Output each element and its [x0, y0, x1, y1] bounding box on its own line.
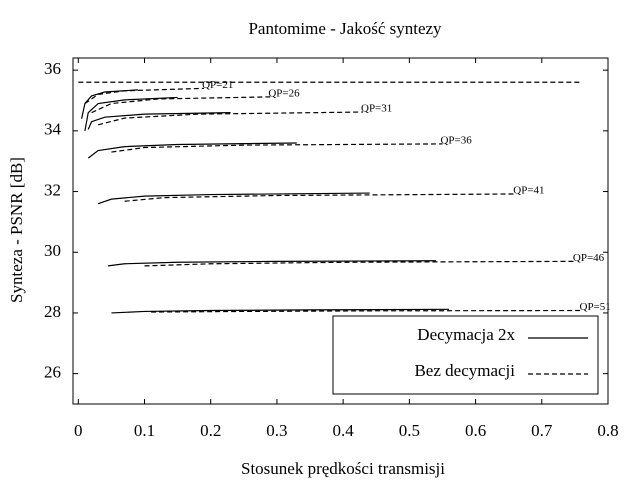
y-tick-label: 28: [44, 302, 61, 321]
x-axis-label: Stosunek prędkości transmisji: [241, 459, 445, 478]
y-tick-label: 32: [44, 180, 61, 199]
series-line: [124, 193, 516, 202]
y-tick-label: 36: [44, 59, 61, 78]
series-line: [111, 308, 450, 314]
x-tick-label: 0.4: [333, 421, 355, 440]
curve-label: QP=36: [440, 134, 472, 146]
chart-title: Pantomime - Jakość syntezy: [248, 19, 442, 38]
x-tick-label: 0.6: [465, 421, 486, 440]
series-line: [84, 96, 178, 131]
x-tick-label: 0: [74, 421, 83, 440]
series-line: [87, 142, 297, 159]
series-line: [84, 87, 205, 105]
series-line: [97, 192, 370, 205]
series-line: [108, 260, 436, 267]
curve-label: QP=21: [202, 79, 233, 91]
curve-label: QP=31: [361, 103, 392, 115]
series-line: [91, 96, 271, 114]
legend-label: Bez decymacji: [414, 361, 515, 380]
x-tick-label: 0.5: [399, 421, 420, 440]
series-line: [111, 143, 443, 153]
x-tick-label: 0.3: [266, 421, 287, 440]
curve-label: QP=46: [573, 252, 605, 264]
x-tick-label: 0.7: [531, 421, 553, 440]
curve-label: QP=26: [268, 87, 300, 99]
legend-label: Decymacja 2x: [417, 325, 515, 344]
series-line: [144, 260, 575, 267]
x-tick-label: 0.8: [597, 421, 618, 440]
y-tick-label: 26: [44, 363, 61, 382]
plot-frame: [72, 57, 609, 405]
x-tick-label: 0.2: [200, 421, 221, 440]
curve-label: QP=41: [513, 185, 544, 197]
curve-label: QP=51: [580, 301, 611, 313]
series-line: [87, 112, 231, 130]
series-line: [98, 111, 364, 126]
y-axis-label: Synteza - PSNR [dB]: [7, 157, 26, 303]
x-tick-label: 0.1: [134, 421, 155, 440]
series-line: [81, 89, 138, 119]
y-tick-label: 30: [44, 241, 61, 260]
legend-box: [332, 315, 599, 395]
y-tick-label: 34: [44, 120, 62, 139]
